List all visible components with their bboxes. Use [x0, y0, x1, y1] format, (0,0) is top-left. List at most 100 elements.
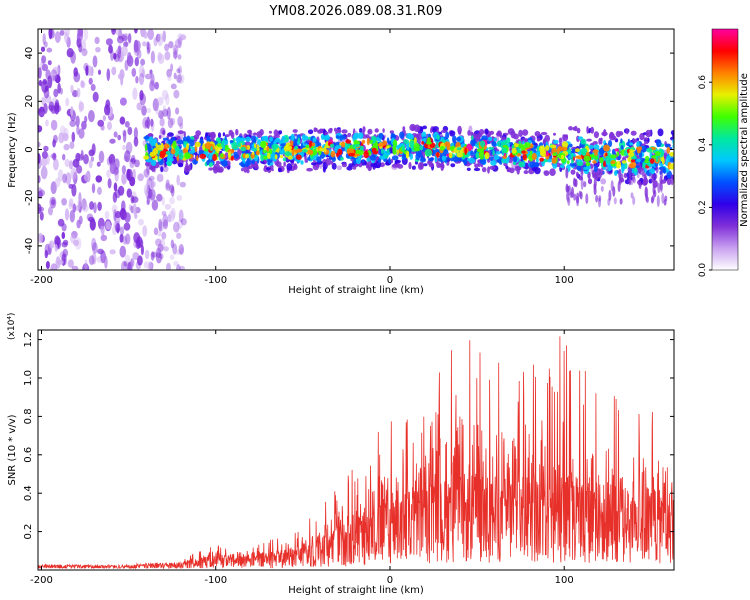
spectrogram-signal-blob [649, 158, 655, 165]
spectrogram-signal-blob [670, 130, 674, 136]
spectrogram-signal-blob [539, 157, 545, 162]
y-tick-label: -20 [24, 190, 35, 206]
spectrogram-signal-blob [529, 150, 533, 155]
spectrogram-noise-blob [38, 159, 42, 169]
spectrogram-noise-blob [119, 69, 125, 80]
spectrogram-signal-blob [377, 158, 382, 163]
spectrogram-noise-blob [176, 264, 181, 270]
spectrogram-noise-blob [83, 154, 89, 165]
spectrogram-signal-blob [417, 138, 421, 146]
spectrogram-signal-blob [654, 151, 661, 156]
spectrogram-signal-blob [369, 139, 373, 144]
spectrogram-noise-blob [147, 261, 153, 270]
spectrogram-tail-blob [628, 167, 632, 180]
spectrogram-noise-blob [63, 143, 70, 151]
spectrogram-noise-blob [100, 225, 105, 234]
spectrogram-noise-blob [38, 125, 43, 133]
spectrogram-signal-blob [502, 155, 507, 159]
spectrogram-noise-blob [70, 84, 74, 94]
spectrogram-noise-blob [93, 202, 97, 214]
spectrogram-noise-blob [173, 72, 177, 80]
spectrogram-noise-blob [130, 258, 135, 267]
spectrogram-noise-blob [109, 162, 117, 175]
spectrogram-signal-blob [583, 155, 591, 162]
spectrogram-signal-blob [319, 163, 323, 169]
spectrogram-noise-blob [169, 254, 175, 260]
spectrogram-noise-blob [38, 152, 41, 165]
spectrogram-signal-blob [570, 169, 576, 175]
spectrogram-signal-blob [610, 160, 616, 165]
spectrogram-signal-blob [281, 135, 286, 141]
spectrogram-signal-blob [558, 137, 563, 144]
spectrogram-noise-blob [56, 259, 64, 265]
spectrogram-noise-blob [140, 244, 144, 256]
spectrogram-signal-blob [577, 136, 584, 140]
spectrogram-signal-blob [474, 163, 479, 169]
spectrogram-signal-blob [428, 157, 434, 162]
spectrogram-signal-blob [256, 144, 260, 153]
spectrogram-noise-blob [123, 222, 131, 231]
spectrogram-signal-blob [484, 152, 490, 160]
spectrogram-noise-blob [119, 97, 127, 106]
spectrogram-noise-blob [166, 262, 171, 270]
spectrogram-noise-blob [134, 57, 139, 67]
spectrogram-noise-blob [92, 91, 99, 103]
spectrogram-signal-blob [658, 148, 663, 153]
spectrogram-noise-blob [95, 47, 101, 53]
spectrogram-signal-blob [436, 134, 440, 141]
spectrogram-tail-blob [578, 190, 582, 198]
spectrogram-tail-blob [670, 174, 674, 186]
spectrogram-noise-blob [40, 46, 46, 52]
spectrogram-signal-blob [587, 178, 593, 185]
spectrogram-noise-blob [130, 195, 135, 204]
spectrogram-signal-blob [420, 154, 424, 161]
spectrogram-noise-blob [164, 43, 170, 52]
spectrogram-noise-blob [140, 58, 146, 66]
spectrogram-signal-blob [268, 130, 272, 134]
spectrogram-noise-blob [161, 196, 165, 206]
spectrogram-signal-blob [593, 131, 600, 139]
spectrogram-signal-blob [621, 163, 626, 172]
spectrogram-signal-blob [490, 159, 497, 166]
spectrogram-noise-blob [97, 248, 104, 255]
spectrogram-noise-blob [47, 60, 52, 66]
spectrogram-signal-blob [669, 152, 674, 157]
spectrogram-signal-blob [642, 161, 646, 169]
spectrogram-signal-blob [518, 143, 524, 149]
spectrogram-noise-blob [176, 68, 181, 74]
spectrogram-signal-blob [216, 143, 222, 147]
spectrogram-tail-blob [595, 194, 599, 203]
snr-plot-area [37, 336, 675, 570]
spectrogram-noise-blob [68, 183, 74, 189]
spectrogram-tail-blob [654, 173, 658, 180]
spectrogram-signal-blob [428, 163, 434, 168]
spectrogram-noise-blob [136, 102, 143, 111]
spectrogram-signal-blob [560, 154, 565, 160]
spectrogram-noise-blob [88, 77, 93, 85]
spectrogram-signal-blob [549, 144, 557, 149]
colorbar-tick-label: 0.0 [698, 263, 708, 278]
spectrogram-signal-blob [184, 165, 190, 173]
spectrogram-noise-blob [161, 231, 167, 240]
spectrogram-signal-blob [367, 165, 372, 172]
spectrogram-noise-blob [132, 87, 138, 100]
spectrogram-signal-blob [149, 166, 154, 171]
spectrogram-signal-blob [162, 137, 169, 141]
spectrogram-signal-blob [513, 143, 520, 148]
spectrogram-signal-blob [292, 129, 298, 133]
spectrogram-signal-blob [661, 157, 665, 165]
spectrogram-signal-blob [335, 135, 340, 139]
spectrogram-signal-blob [590, 126, 595, 134]
spectrogram-signal-blob [621, 160, 627, 164]
spectrogram-tail-blob [618, 168, 622, 179]
spectrogram-signal-blob [143, 155, 150, 160]
spectrogram-noise-blob [46, 47, 53, 53]
spectrogram-tail-blob [643, 173, 647, 185]
spectrogram-signal-blob [399, 131, 405, 139]
spectrogram-signal-blob [413, 137, 417, 145]
spectrogram-tail-blob [641, 167, 645, 179]
spectrogram-signal-blob [629, 149, 634, 153]
spectrogram-noise-blob [75, 205, 80, 211]
spectrogram-signal-blob [340, 135, 346, 140]
spectrogram-noise-blob [178, 244, 184, 255]
